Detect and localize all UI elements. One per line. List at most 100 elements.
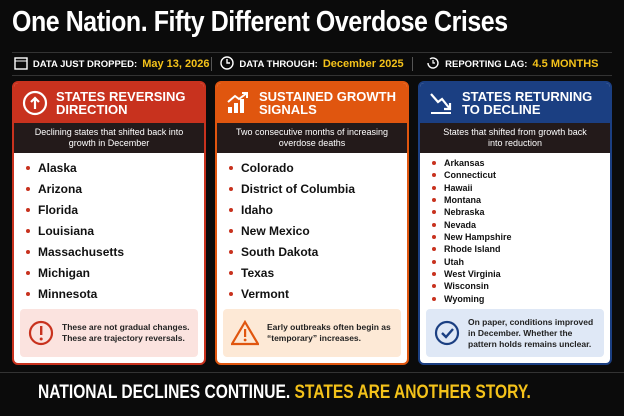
bullet <box>229 228 233 233</box>
state-item: New Hampshire <box>432 232 598 242</box>
bullet <box>229 186 233 191</box>
state-name: Louisiana <box>38 223 95 238</box>
state-list: Arkansas Connecticut Hawaii Montana Nebraska… <box>420 153 610 309</box>
note-icon <box>434 320 460 346</box>
state-item: Minnesota <box>26 287 192 301</box>
panel-title: SUSTAINED GROWTH SIGNALS <box>259 89 396 117</box>
state-item: Wyoming <box>432 294 598 304</box>
state-name: Idaho <box>241 202 273 217</box>
state-name: Alaska <box>38 160 77 175</box>
note-text: Early outbreaks often begin as “temporar… <box>267 322 391 343</box>
state-name: Massachusetts <box>38 245 125 260</box>
state-name: Rhode Island <box>444 244 501 255</box>
state-item: New Mexico <box>229 224 395 238</box>
note-icon <box>231 320 259 346</box>
state-item: Rhode Island <box>432 244 598 254</box>
info-value: May 13, 2026 <box>142 58 210 70</box>
bullet <box>432 198 436 203</box>
panel-note: On paper, conditions improved in Decembe… <box>426 309 604 357</box>
state-name: Wyoming <box>444 293 485 304</box>
panel: STATES RETURNING TO DECLINE States that s… <box>418 81 612 365</box>
bullet <box>432 173 436 178</box>
footer-part-2: STATES ARE ANOTHER STORY. <box>294 381 531 403</box>
bullet <box>432 247 436 252</box>
panel-subtitle: Declining states that shifted back into … <box>14 123 204 153</box>
state-name: South Dakota <box>241 245 319 260</box>
state-item: Connecticut <box>432 170 598 180</box>
state-item: Idaho <box>229 203 395 217</box>
bullet <box>26 271 30 276</box>
state-item: Louisiana <box>26 224 192 238</box>
bullet <box>229 165 233 170</box>
state-item: Arkansas <box>432 158 598 168</box>
state-name: Michigan <box>38 266 91 281</box>
panel-title: STATES RETURNING TO DECLINE <box>462 89 593 117</box>
info-item: REPORTING LAG: 4.5 MONTHS <box>413 56 612 73</box>
bullet <box>26 186 30 191</box>
state-name: Wisconsin <box>444 281 489 292</box>
info-label: DATA THROUGH: <box>239 58 318 70</box>
info-label: DATA JUST DROPPED: <box>32 58 138 70</box>
bullet <box>432 222 436 227</box>
state-name: Arkansas <box>444 158 485 169</box>
panel-header: SUSTAINED GROWTH SIGNALS <box>217 83 407 123</box>
bullet <box>229 207 233 212</box>
state-item: Montana <box>432 195 598 205</box>
state-name: Vermont <box>241 287 290 302</box>
state-name: Montana <box>444 195 481 206</box>
note-text: On paper, conditions improved in Decembe… <box>468 316 594 349</box>
panels: STATES REVERSING DIRECTION Declining stat… <box>12 81 612 365</box>
info-item: DATA JUST DROPPED: May 13, 2026 <box>12 56 211 73</box>
state-item: West Virginia <box>432 269 598 279</box>
state-name: Nevada <box>444 219 477 230</box>
bullet <box>432 296 436 301</box>
state-item: Alaska <box>26 161 192 175</box>
state-item: District of Columbia <box>229 182 395 196</box>
bullet <box>432 161 436 166</box>
info-icon <box>14 56 28 73</box>
panel-title: STATES REVERSING DIRECTION <box>56 89 186 117</box>
state-item: Massachusetts <box>26 245 192 259</box>
info-icon <box>426 56 440 73</box>
state-name: Arizona <box>38 181 83 196</box>
info-icon <box>220 55 235 73</box>
panel: STATES REVERSING DIRECTION Declining stat… <box>12 81 206 365</box>
bullet <box>229 250 233 255</box>
info-value: December 2025 <box>322 58 404 70</box>
state-item: Wisconsin <box>432 281 598 291</box>
bullet <box>26 250 30 255</box>
state-item: Nevada <box>432 220 598 230</box>
bullet <box>229 271 233 276</box>
state-item: Florida <box>26 203 192 217</box>
state-item: Colorado <box>229 161 395 175</box>
info-label: REPORTING LAG: <box>445 58 528 70</box>
state-name: Florida <box>38 202 79 217</box>
panel: SUSTAINED GROWTH SIGNALS Two consecutive … <box>215 81 409 365</box>
state-name: Texas <box>241 266 275 281</box>
state-name: Utah <box>444 256 464 267</box>
state-name: Minnesota <box>38 287 98 302</box>
state-item: Utah <box>432 257 598 267</box>
footer-part-1: NATIONAL DECLINES CONTINUE. <box>38 381 291 403</box>
state-item: Vermont <box>229 287 395 301</box>
state-item: Hawaii <box>432 183 598 193</box>
panel-header: STATES REVERSING DIRECTION <box>14 83 204 123</box>
panel-subtitle: Two consecutive months of increasing ove… <box>217 123 407 153</box>
state-name: District of Columbia <box>241 181 356 196</box>
panel-note: Early outbreaks often begin as “temporar… <box>223 309 401 357</box>
info-item: DATA THROUGH: December 2025 <box>212 55 411 73</box>
state-list: Colorado District of Columbia Idaho New Mex… <box>217 153 407 309</box>
state-item: Nebraska <box>432 207 598 217</box>
panel-icon <box>225 90 251 116</box>
title: One Nation. Fifty Different Overdose Cri… <box>12 6 508 38</box>
bullet <box>26 207 30 212</box>
info-bar: DATA JUST DROPPED: May 13, 2026 DATA THROU… <box>12 52 612 76</box>
note-text: These are not gradual changes. These are… <box>62 322 190 343</box>
footer-text: NATIONAL DECLINES CONTINUE. STATES ARE A… <box>38 382 531 404</box>
state-name: Nebraska <box>444 207 485 218</box>
panel-icon <box>22 90 48 116</box>
bullet <box>26 165 30 170</box>
bullet <box>432 272 436 277</box>
